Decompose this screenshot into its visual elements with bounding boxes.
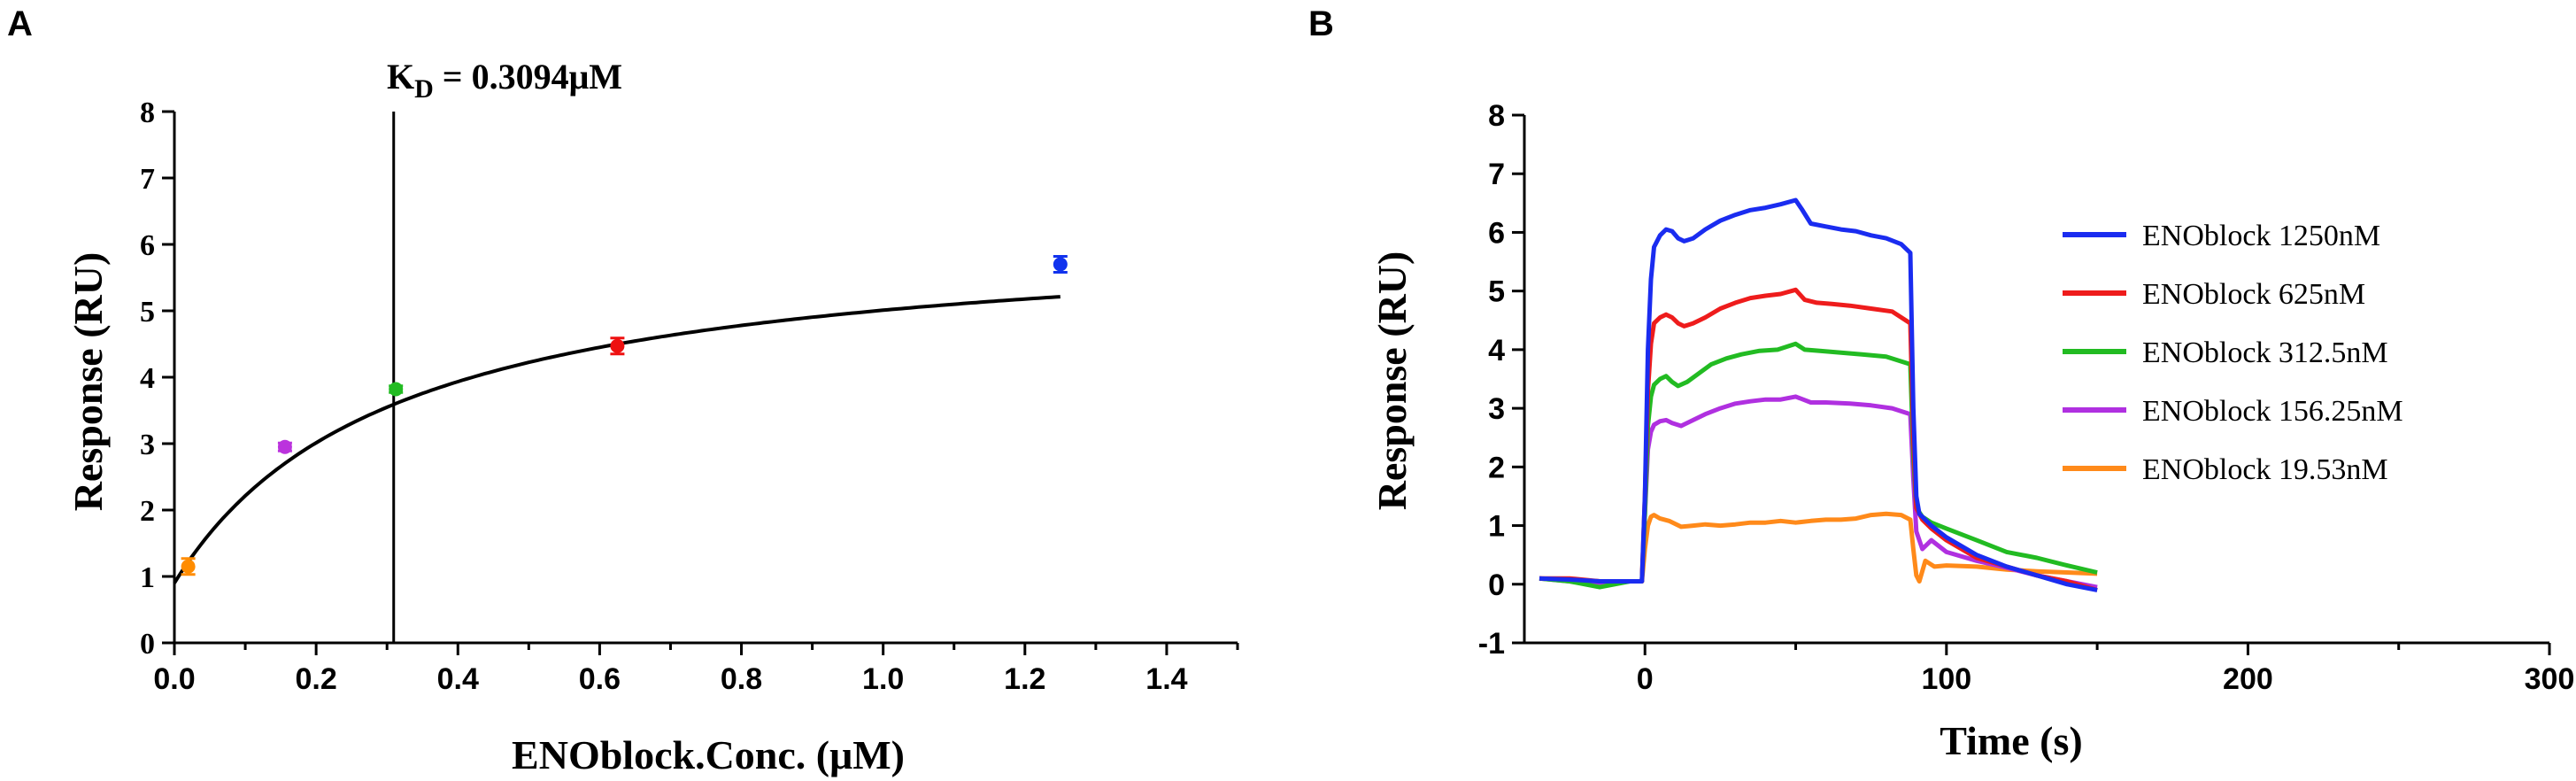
- panel-a-x-tick-label: 0.8: [721, 662, 762, 696]
- panel-a-y-tick-label: 2: [140, 495, 155, 528]
- panel-b-y-tick-label: 8: [1488, 99, 1505, 133]
- panel-a-x-tick-label: 1.0: [862, 662, 904, 696]
- series-line: [1539, 341, 2098, 590]
- panel-a-y-tick-label: 4: [140, 362, 155, 395]
- legend-label: ENOblock 156.25nM: [2142, 395, 2403, 428]
- panel-a-y-tick-label: 7: [140, 163, 155, 196]
- data-point: [610, 338, 625, 353]
- data-point: [181, 559, 196, 574]
- panel-b-x-tick-label: 100: [1921, 662, 1971, 696]
- kd-annotation: KD = 0.3094μM: [387, 57, 622, 104]
- panel-a-x-tick-label: 0.6: [579, 662, 621, 696]
- panel-a-xlabel: ENOblock.Conc. (μM): [512, 732, 905, 777]
- panel-b-y-tick-label: 6: [1488, 216, 1505, 250]
- panel-b-y-tick-label: -1: [1478, 627, 1505, 661]
- panel-a-x-tick-label: 0.0: [153, 662, 195, 696]
- legend-label: ENOblock 1250nM: [2142, 220, 2380, 252]
- panel-b-y-tick-label: 4: [1488, 334, 1505, 367]
- panel-b-x-tick-label: 300: [2525, 662, 2575, 696]
- panel-label-b: B: [1308, 4, 1334, 43]
- legend-label: ENOblock 19.53nM: [2142, 453, 2388, 486]
- panel-a-x-tick-label: 1.2: [1004, 662, 1045, 696]
- kd-value: = 0.3094μM: [434, 57, 622, 97]
- series-line: [1539, 287, 2098, 592]
- panel-a-ylabel: Response (RU): [66, 252, 111, 512]
- kd-symbol: K: [387, 57, 414, 97]
- panel-b-x-tick-label: 0: [1637, 662, 1654, 696]
- legend-label: ENOblock 312.5nM: [2142, 336, 2388, 369]
- data-point: [389, 382, 404, 397]
- panel-a-y-tick-label: 6: [140, 229, 155, 262]
- series-line: [1539, 394, 2098, 590]
- panel-a-x-tick-label: 0.4: [437, 662, 479, 696]
- data-point: [1053, 257, 1068, 272]
- panel-b-y-tick-label: 3: [1488, 392, 1505, 426]
- data-point: [277, 439, 292, 454]
- panel-label-a: A: [7, 4, 33, 43]
- kd-subscript: D: [414, 74, 434, 104]
- panel-b-ylabel: Response (RU): [1369, 251, 1415, 511]
- panel-b-y-tick-label: 1: [1488, 510, 1505, 544]
- series-line: [1539, 197, 2098, 592]
- panel-b-y-tick-label: 0: [1488, 568, 1505, 602]
- panel-a-y-tick-label: 3: [140, 429, 155, 461]
- panel-b-y-tick-label: 2: [1488, 451, 1505, 484]
- panel-a-y-tick-label: 5: [140, 296, 155, 329]
- panel-a-x-tick-label: 1.4: [1145, 662, 1187, 696]
- panel-b-y-tick-label: 7: [1488, 158, 1505, 191]
- legend-label: ENOblock 625nM: [2142, 278, 2365, 311]
- panel-b-y-tick-label: 5: [1488, 275, 1505, 309]
- panel-b-chart: 0 100 200 300 -1 0 1 2 3 4 5 6 7 8 ENOblock 1250nM ENOb…: [1478, 99, 2575, 696]
- panel-a-chart: 0.0 0.2 0.4 0.6 0.8 1.0 1.2 1.4 0 1 2 3 4 5 6 7 8: [140, 97, 1239, 696]
- series-line: [1539, 511, 2098, 584]
- panel-a-y-tick-label: 0: [140, 628, 155, 661]
- panel-a-y-tick-label: 8: [140, 97, 155, 129]
- panel-b-xlabel: Time (s): [1940, 718, 2082, 763]
- panel-a-y-tick-label: 1: [140, 561, 155, 594]
- panel-a-x-tick-label: 0.2: [296, 662, 337, 696]
- panel-b-x-tick-label: 200: [2223, 662, 2273, 696]
